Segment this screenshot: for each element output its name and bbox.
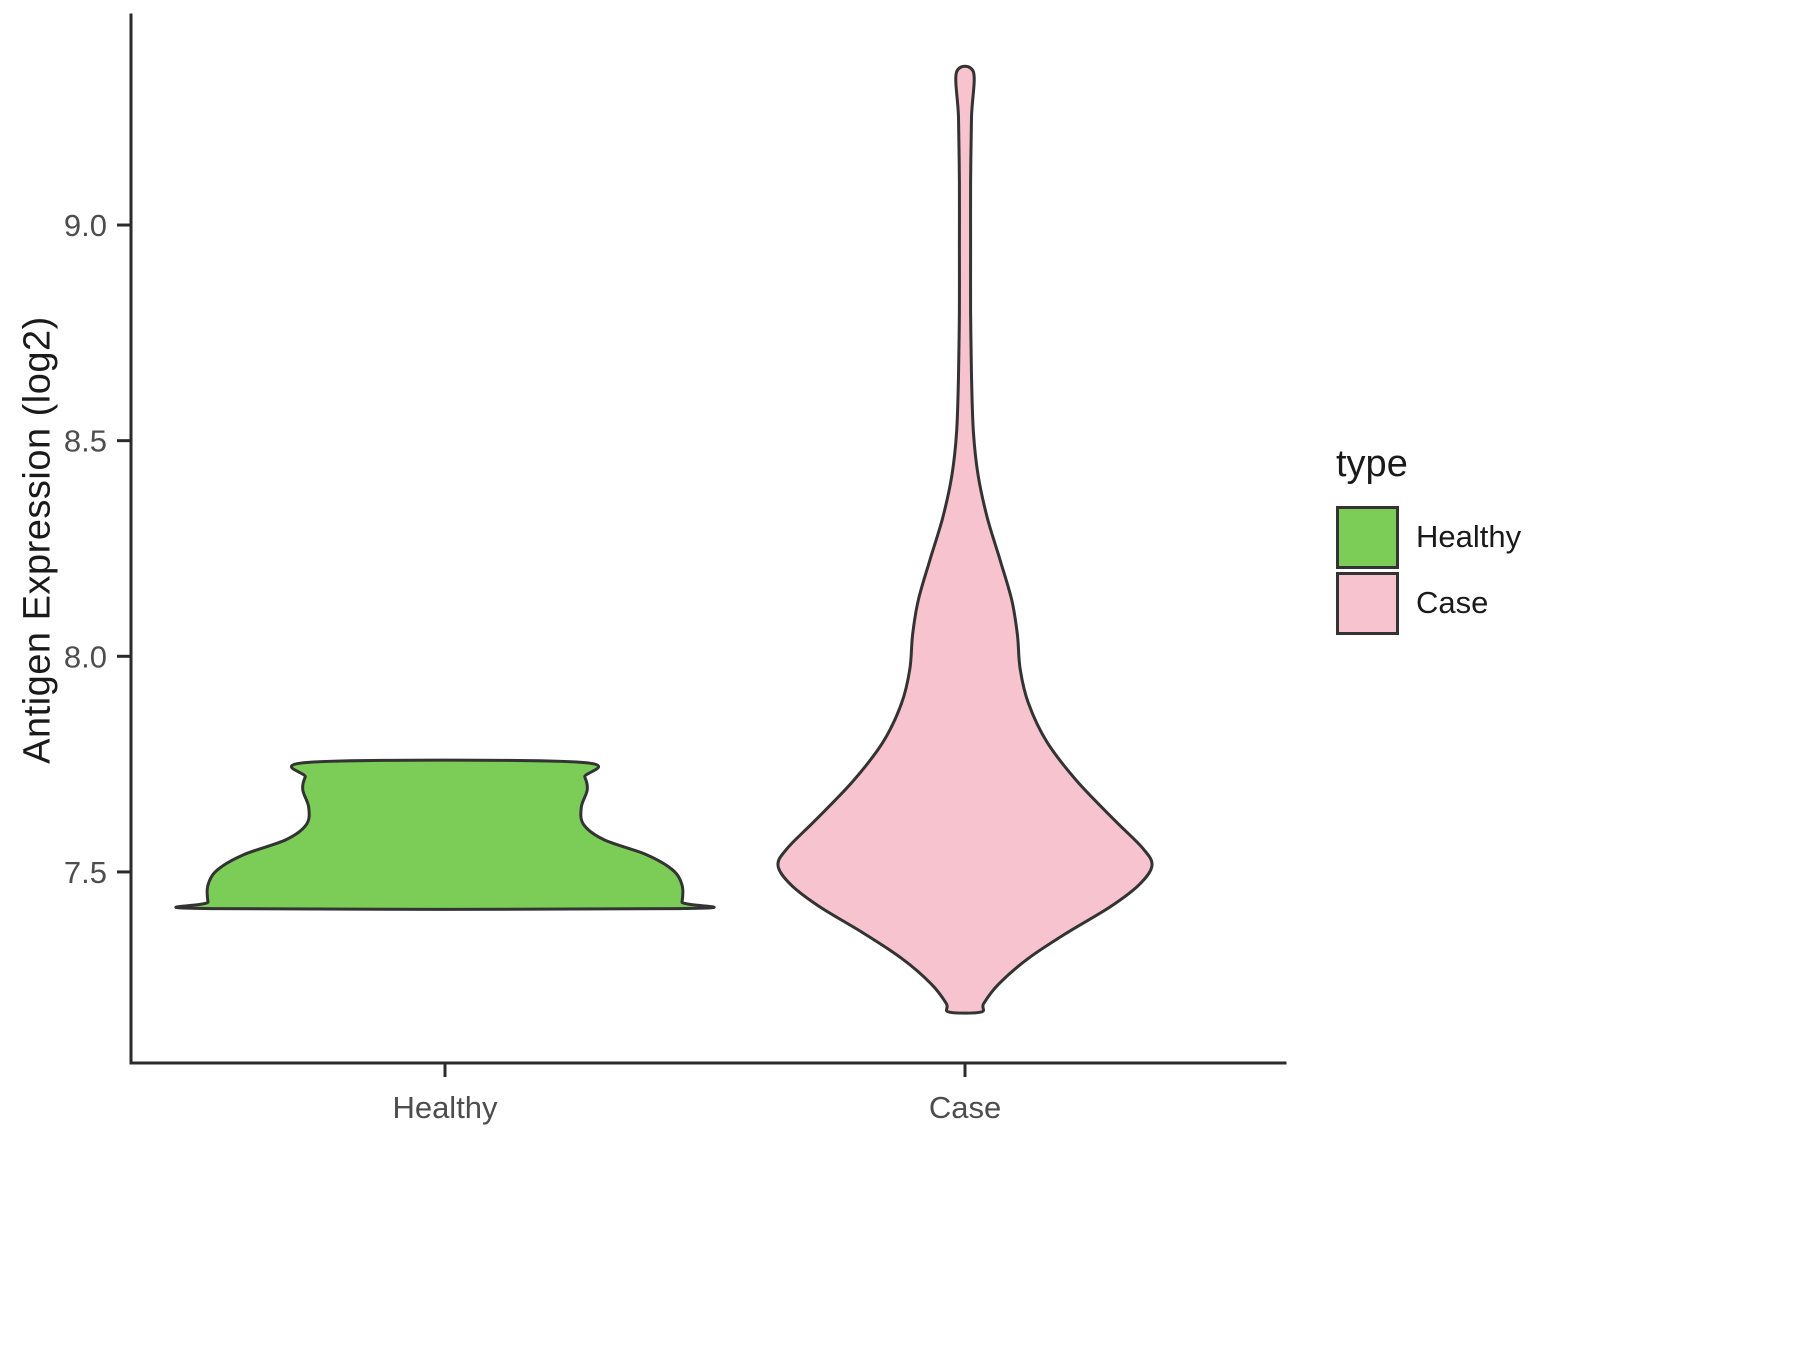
legend-label-healthy: Healthy [1416,519,1522,554]
legend-title: type [1336,443,1408,485]
legend-label-case: Case [1416,585,1489,620]
violin-healthy [174,758,716,911]
y-tick-label: 8.5 [64,424,107,459]
violin-case [776,64,1154,1015]
legend-entry-case: Case [1336,570,1521,636]
y-axis-title: Antigen Expression (log2) [16,316,59,764]
x-category-label: Case [929,1090,1001,1125]
y-tick-label: 8.0 [64,639,107,674]
y-tick-label: 7.5 [64,855,107,890]
legend-swatch-case [1336,571,1399,635]
legend-swatch-healthy [1336,505,1399,569]
y-tick-label: 9.0 [64,208,107,243]
legend: type Healthy Case [1336,443,1521,636]
x-category-label: Healthy [392,1090,498,1125]
legend-entry-healthy: Healthy [1336,504,1521,570]
